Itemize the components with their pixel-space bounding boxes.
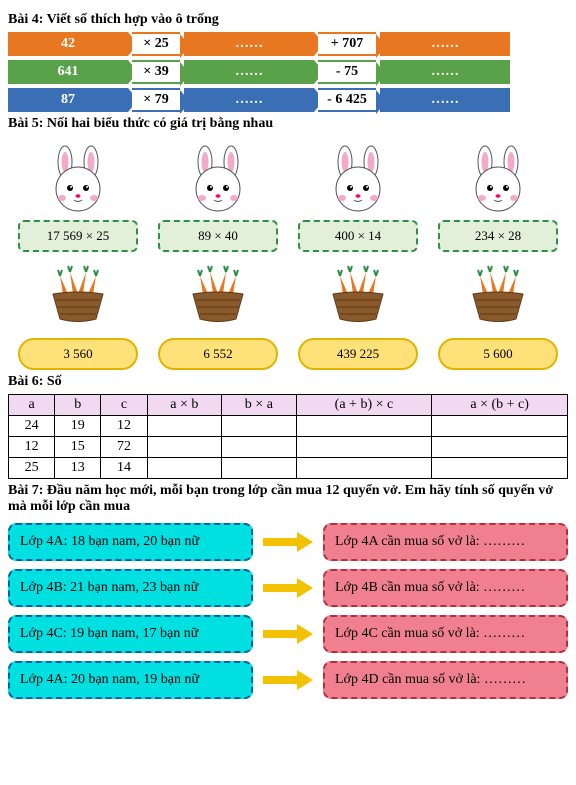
table-cell: 15 bbox=[55, 437, 101, 458]
op1-box: × 79 bbox=[132, 88, 180, 112]
table-header: a × (b + c) bbox=[432, 395, 568, 416]
bai6-title: Bài 6: Số bbox=[8, 374, 568, 390]
table-header: (a + b) × c bbox=[296, 395, 432, 416]
table-header: a × b bbox=[147, 395, 222, 416]
bai4-title: Bài 4: Viết số thích hợp vào ô trống bbox=[8, 12, 568, 28]
end-box[interactable]: …… bbox=[380, 88, 510, 112]
bai7-row: Lớp 4A: 20 bạn nam, 19 bạn nữ Lớp 4D cần… bbox=[8, 661, 568, 699]
table-header: b bbox=[55, 395, 101, 416]
expr-box: 234 × 28 bbox=[438, 220, 558, 252]
value-cloud: 3 560 bbox=[18, 338, 138, 370]
bai4-row: 42 × 25 …… + 707 …… bbox=[8, 32, 568, 56]
carrot-basket-icon bbox=[318, 264, 398, 334]
bunny-cell[interactable]: 89 × 40 bbox=[158, 144, 278, 252]
carrot-cell[interactable]: 6 552 bbox=[158, 264, 278, 370]
class-box: Lớp 4A: 18 bạn nam, 20 bạn nữ bbox=[8, 523, 253, 561]
class-box: Lớp 4B: 21 bạn nam, 23 bạn nữ bbox=[8, 569, 253, 607]
value-cloud: 439 225 bbox=[298, 338, 418, 370]
table-cell[interactable] bbox=[296, 416, 432, 437]
table-cell[interactable] bbox=[147, 416, 222, 437]
op2-box: + 707 bbox=[318, 32, 376, 56]
table-row: 251314 bbox=[9, 458, 568, 479]
bai7-row: Lớp 4B: 21 bạn nam, 23 bạn nữ Lớp 4B cần… bbox=[8, 569, 568, 607]
bai4-container: 42 × 25 …… + 707 ……641 × 39 …… - 75 ……87… bbox=[8, 32, 568, 112]
carrot-cell[interactable]: 439 225 bbox=[298, 264, 418, 370]
carrot-basket-icon bbox=[178, 264, 258, 334]
answer-box[interactable]: Lớp 4D cần mua số vở là: ……… bbox=[323, 661, 568, 699]
carrot-cell[interactable]: 3 560 bbox=[18, 264, 138, 370]
table-cell: 72 bbox=[101, 437, 147, 458]
table-header: a bbox=[9, 395, 55, 416]
table-cell: 25 bbox=[9, 458, 55, 479]
op1-box: × 25 bbox=[132, 32, 180, 56]
table-cell[interactable] bbox=[432, 437, 568, 458]
mid-box[interactable]: …… bbox=[184, 60, 314, 84]
bunny-icon bbox=[178, 144, 258, 214]
carrot-row: 3 560 6 552 439 225 bbox=[8, 264, 568, 370]
table-cell[interactable] bbox=[147, 437, 222, 458]
bai7-row: Lớp 4A: 18 bạn nam, 20 bạn nữ Lớp 4A cần… bbox=[8, 523, 568, 561]
table-cell[interactable] bbox=[296, 437, 432, 458]
table-cell: 14 bbox=[101, 458, 147, 479]
table-header: b × a bbox=[222, 395, 297, 416]
class-box: Lớp 4C: 19 bạn nam, 17 bạn nữ bbox=[8, 615, 253, 653]
table-cell: 12 bbox=[101, 416, 147, 437]
arrow-icon bbox=[263, 532, 313, 552]
value-cloud: 6 552 bbox=[158, 338, 278, 370]
expr-box: 400 × 14 bbox=[298, 220, 418, 252]
table-cell[interactable] bbox=[222, 437, 297, 458]
bai5-title: Bài 5: Nối hai biểu thức có giá trị bằng… bbox=[8, 116, 568, 132]
start-box: 641 bbox=[8, 60, 128, 84]
bai7-title: Bài 7: Đầu năm học mới, mỗi bạn trong lớ… bbox=[8, 483, 568, 515]
mid-box[interactable]: …… bbox=[184, 32, 314, 56]
bunny-cell[interactable]: 400 × 14 bbox=[298, 144, 418, 252]
arrow-icon bbox=[263, 670, 313, 690]
bai7-row: Lớp 4C: 19 bạn nam, 17 bạn nữ Lớp 4C cần… bbox=[8, 615, 568, 653]
bunny-icon bbox=[38, 144, 118, 214]
answer-box[interactable]: Lớp 4C cần mua số vở là: ……… bbox=[323, 615, 568, 653]
bai6-table: abca × bb × a(a + b) × ca × (b + c)24191… bbox=[8, 394, 568, 479]
bai4-row: 641 × 39 …… - 75 …… bbox=[8, 60, 568, 84]
table-cell[interactable] bbox=[222, 416, 297, 437]
bunny-cell[interactable]: 234 × 28 bbox=[438, 144, 558, 252]
carrot-basket-icon bbox=[458, 264, 538, 334]
expr-box: 89 × 40 bbox=[158, 220, 278, 252]
value-cloud: 5 600 bbox=[438, 338, 558, 370]
table-row: 121572 bbox=[9, 437, 568, 458]
bai7-container: Lớp 4A: 18 bạn nam, 20 bạn nữ Lớp 4A cần… bbox=[8, 523, 568, 699]
table-cell: 13 bbox=[55, 458, 101, 479]
arrow-icon bbox=[263, 578, 313, 598]
op2-box: - 6 425 bbox=[318, 88, 376, 112]
class-box: Lớp 4A: 20 bạn nam, 19 bạn nữ bbox=[8, 661, 253, 699]
table-header: c bbox=[101, 395, 147, 416]
bunny-cell[interactable]: 17 569 × 25 bbox=[18, 144, 138, 252]
expr-box: 17 569 × 25 bbox=[18, 220, 138, 252]
table-cell[interactable] bbox=[296, 458, 432, 479]
start-box: 87 bbox=[8, 88, 128, 112]
answer-box[interactable]: Lớp 4B cần mua số vở là: ……… bbox=[323, 569, 568, 607]
mid-box[interactable]: …… bbox=[184, 88, 314, 112]
op1-box: × 39 bbox=[132, 60, 180, 84]
end-box[interactable]: …… bbox=[380, 60, 510, 84]
answer-box[interactable]: Lớp 4A cần mua số vở là: ……… bbox=[323, 523, 568, 561]
table-cell: 12 bbox=[9, 437, 55, 458]
table-cell[interactable] bbox=[147, 458, 222, 479]
bunny-icon bbox=[458, 144, 538, 214]
table-cell[interactable] bbox=[432, 458, 568, 479]
table-cell: 19 bbox=[55, 416, 101, 437]
table-cell[interactable] bbox=[222, 458, 297, 479]
table-row: 241912 bbox=[9, 416, 568, 437]
bai4-row: 87 × 79 …… - 6 425 …… bbox=[8, 88, 568, 112]
table-cell: 24 bbox=[9, 416, 55, 437]
bunny-row: 17 569 × 25 89 × 40 400 × 14 bbox=[8, 144, 568, 252]
table-cell[interactable] bbox=[432, 416, 568, 437]
carrot-cell[interactable]: 5 600 bbox=[438, 264, 558, 370]
arrow-icon bbox=[263, 624, 313, 644]
start-box: 42 bbox=[8, 32, 128, 56]
end-box[interactable]: …… bbox=[380, 32, 510, 56]
op2-box: - 75 bbox=[318, 60, 376, 84]
carrot-basket-icon bbox=[38, 264, 118, 334]
bunny-icon bbox=[318, 144, 398, 214]
